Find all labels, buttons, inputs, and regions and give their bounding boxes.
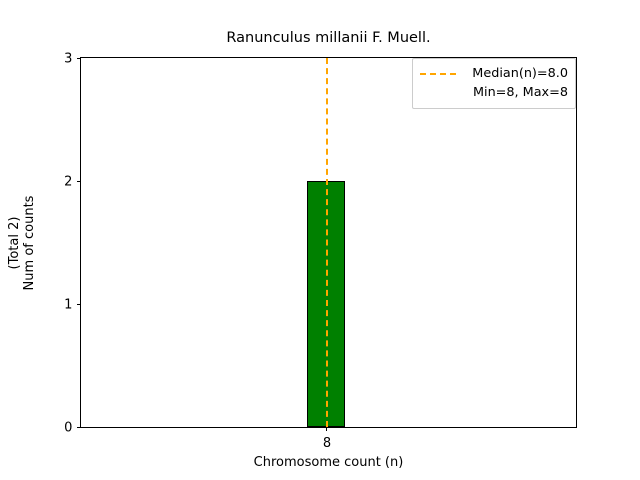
median-line [326,58,329,427]
y-tick-label-2: 2 [64,174,73,190]
y-tick-1: 1 [64,299,81,312]
page-title: Ranunculus millanii F. Muell. [226,30,431,46]
legend-entry-median: Median(n)=8.0 [420,64,568,83]
y-axis-label-line-1: Num of counts [22,195,37,290]
y-tick-2: 2 [64,175,81,188]
legend-entry-minmax: Min=8, Max=8 [420,83,568,102]
dashed-line-icon [420,68,456,79]
x-axis-label: Chromosome count (n) [253,455,404,470]
y-tick-label-3: 3 [64,51,73,67]
legend-label-median: Median(n)=8.0 [472,65,568,81]
y-tick-3: 3 [64,53,81,66]
y-axis-label: (Total 2) Num of counts [0,57,44,428]
y-tick-label-0: 0 [64,420,73,436]
plot-inner [81,58,576,427]
y-tick-0: 0 [64,422,81,435]
plot-area: 0 1 2 3 8 [64,53,577,450]
x-tick-8: 8 [323,427,331,450]
x-tick-label-8: 8 [322,435,332,451]
y-tick-label-1: 1 [64,297,73,313]
y-axis-label-line-2: (Total 2) [7,216,22,269]
legend-label-minmax: Min=8, Max=8 [472,84,568,100]
bar-8[interactable] [307,181,345,427]
legend: Median(n)=8.0 Min=8, Max=8 [412,58,576,109]
